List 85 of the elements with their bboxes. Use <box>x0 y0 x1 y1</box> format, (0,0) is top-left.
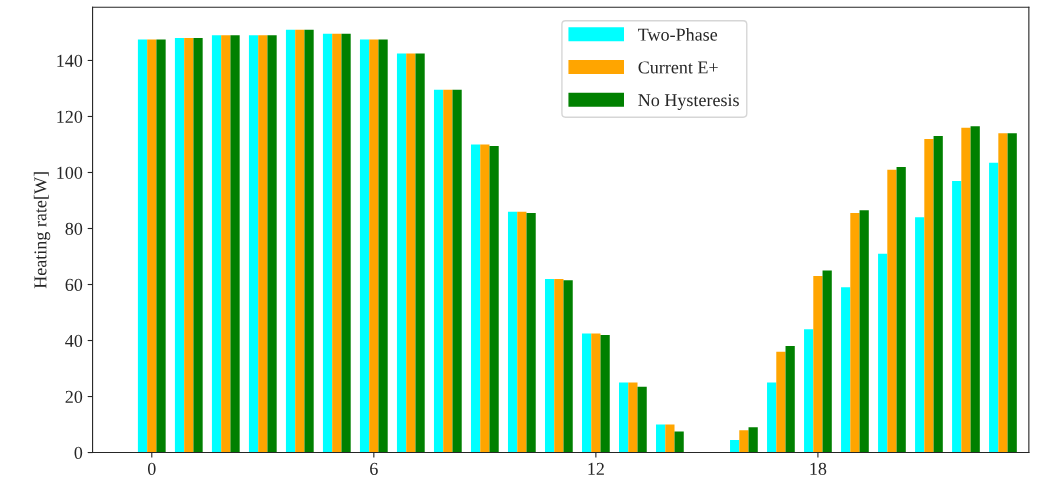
bar <box>989 162 999 453</box>
bar <box>998 133 1008 453</box>
bar <box>507 211 518 453</box>
bar <box>1007 133 1017 453</box>
bar <box>193 38 203 453</box>
y-tick-label: 120 <box>57 110 83 123</box>
bar <box>304 29 314 453</box>
bar <box>591 333 601 453</box>
y-tick-label: 0 <box>74 446 83 459</box>
bar <box>211 35 222 453</box>
bar <box>322 33 333 453</box>
bar <box>295 29 305 453</box>
bar <box>785 346 795 453</box>
bar <box>174 38 185 453</box>
bar <box>841 287 851 453</box>
bar <box>665 424 675 453</box>
bar <box>184 38 194 453</box>
bar <box>470 144 481 453</box>
bar <box>258 35 268 453</box>
bar <box>369 39 379 453</box>
bar <box>628 382 638 453</box>
bar <box>156 39 166 453</box>
bar <box>850 213 860 453</box>
bar <box>924 138 934 453</box>
y-tick-label: 80 <box>65 222 83 235</box>
y-axis-title: Heating rate[W] <box>33 172 51 289</box>
x-tick-label: 6 <box>370 462 378 475</box>
y-tick-label: 60 <box>65 278 83 291</box>
bar <box>341 33 351 453</box>
bar <box>859 210 869 453</box>
bar <box>544 278 555 453</box>
legend-label: Two-Phase <box>638 28 718 41</box>
bar <box>656 424 666 453</box>
bar <box>878 253 888 453</box>
bar <box>767 382 777 453</box>
bar <box>415 53 425 453</box>
bar <box>813 276 823 453</box>
bar <box>285 29 296 453</box>
legend-label: No Hysteresis <box>638 94 739 110</box>
bar <box>619 382 629 453</box>
bar <box>396 53 407 453</box>
bar <box>887 169 897 453</box>
bar <box>378 39 388 453</box>
bar <box>554 278 564 453</box>
bar <box>359 39 370 453</box>
bar <box>332 33 342 453</box>
y-tick-label: 20 <box>65 390 83 403</box>
x-tick-label: 0 <box>147 462 156 475</box>
bar <box>489 145 499 453</box>
bar <box>804 329 814 453</box>
legend-label: Current E+ <box>638 61 718 74</box>
bar <box>896 166 906 453</box>
bar <box>230 35 240 453</box>
bar <box>267 35 277 453</box>
bar <box>480 144 490 453</box>
bar <box>822 270 832 453</box>
bar <box>776 351 786 453</box>
x-tick-label: 18 <box>810 462 827 475</box>
bar <box>443 89 453 453</box>
bar <box>970 126 980 453</box>
y-tick-label: 140 <box>57 54 83 67</box>
bar <box>748 427 758 453</box>
bar <box>915 217 925 453</box>
bar <box>674 431 684 453</box>
bar <box>406 53 416 453</box>
bar <box>961 127 971 453</box>
x-tick-label: 12 <box>588 462 604 475</box>
y-tick-label: 40 <box>65 334 83 347</box>
bar <box>582 333 592 453</box>
bar <box>526 213 536 453</box>
bar <box>517 211 527 453</box>
bar <box>221 35 231 453</box>
bar <box>433 89 444 453</box>
bar <box>248 35 259 453</box>
bar <box>637 386 647 453</box>
bar <box>952 180 962 453</box>
bar <box>137 39 148 453</box>
bar <box>730 439 740 453</box>
bar <box>600 334 610 453</box>
bar <box>739 430 749 453</box>
bar <box>563 280 573 453</box>
bar <box>933 136 943 453</box>
y-tick-label: 100 <box>57 166 83 179</box>
bar <box>452 89 462 453</box>
bar <box>147 39 157 453</box>
